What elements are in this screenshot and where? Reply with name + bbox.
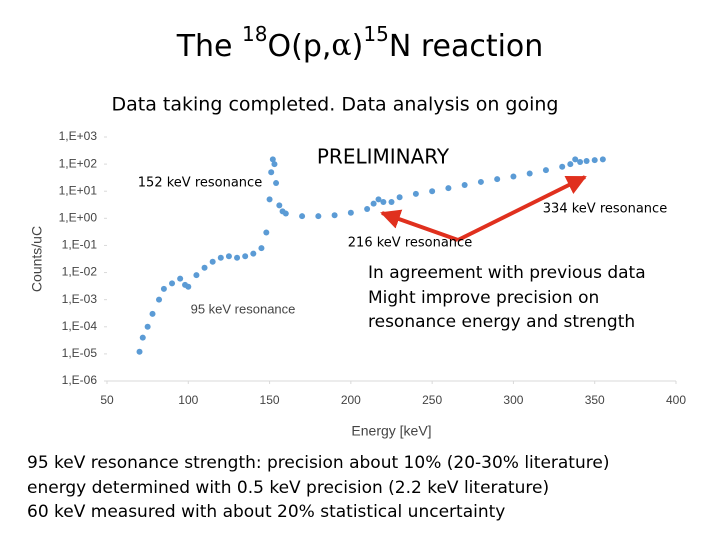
- slide-title: The 18O(p,α)15N reaction: [176, 22, 544, 64]
- point: [396, 194, 403, 201]
- point: [388, 199, 395, 206]
- point: [225, 253, 232, 260]
- point: [429, 188, 436, 195]
- point: [185, 283, 192, 290]
- x-axis-label: Energy [keV]: [351, 423, 431, 439]
- point: [572, 156, 579, 163]
- point: [263, 229, 270, 236]
- point: [136, 348, 143, 355]
- point: [139, 334, 146, 341]
- x-tick-label: 150: [260, 393, 280, 407]
- point: [250, 250, 257, 257]
- point: [160, 285, 167, 292]
- note: resonance energy and strength: [368, 312, 635, 332]
- point: [169, 280, 176, 287]
- x-tick-label: 50: [100, 393, 114, 407]
- bullet: energy determined with 0.5 keV precision…: [27, 478, 549, 498]
- annotation: 334 keV resonance: [543, 202, 667, 217]
- point: [347, 209, 354, 216]
- arrow: [457, 175, 587, 242]
- point: [559, 163, 566, 170]
- point: [209, 258, 216, 265]
- point: [494, 176, 501, 183]
- point: [412, 190, 419, 197]
- arrow: [380, 209, 459, 242]
- bullet: 95 keV resonance strength: precision abo…: [27, 453, 609, 473]
- point: [380, 199, 387, 206]
- annotation: 216 keV resonance: [348, 236, 472, 251]
- y-tick-label: 1,E+02: [59, 156, 98, 170]
- x-tick-label: 250: [422, 393, 442, 407]
- point: [583, 158, 590, 165]
- point: [217, 254, 224, 261]
- x-tick-label: 400: [666, 393, 686, 407]
- point: [268, 169, 275, 176]
- y-tick-label: 1,E+00: [59, 211, 98, 225]
- point: [299, 213, 306, 220]
- point: [242, 253, 249, 260]
- bullet: 60 keV measured with about 20% statistic…: [27, 502, 505, 522]
- annotation: PRELIMINARY: [317, 145, 450, 169]
- y-tick-label: 1,E-03: [62, 292, 98, 306]
- x-tick-label: 100: [178, 393, 198, 407]
- x-tick-label: 350: [585, 393, 605, 407]
- x-tick-label: 200: [341, 393, 361, 407]
- point: [375, 196, 382, 203]
- point: [510, 173, 517, 180]
- point: [149, 310, 156, 317]
- point: [477, 178, 484, 185]
- point: [370, 200, 377, 207]
- point: [271, 161, 278, 168]
- point: [282, 210, 289, 217]
- y-tick-label: 1,E+03: [59, 129, 98, 143]
- y-tick-label: 1,E+01: [59, 183, 98, 197]
- y-tick-label: 1,E-05: [62, 346, 98, 360]
- y-tick-label: 1,E-04: [62, 319, 98, 333]
- y-tick-label: 1,E-01: [62, 238, 98, 252]
- note: In agreement with previous data: [368, 263, 646, 283]
- point: [193, 272, 200, 279]
- point: [567, 161, 574, 168]
- point: [461, 181, 468, 188]
- annotation: 152 keV resonance: [138, 176, 262, 191]
- point: [156, 296, 163, 303]
- point: [144, 323, 151, 330]
- point: [266, 196, 273, 203]
- point: [234, 254, 241, 261]
- subtitle: Data taking completed. Data analysis on …: [112, 94, 559, 116]
- y-axis-label: Counts/uC: [29, 226, 45, 292]
- y-tick-label: 1,E-06: [62, 373, 98, 387]
- point: [269, 156, 276, 163]
- point: [177, 275, 184, 282]
- x-tick-label: 300: [503, 393, 523, 407]
- point: [201, 264, 208, 271]
- point: [542, 167, 549, 174]
- y-tick-label: 1,E-02: [62, 265, 98, 279]
- point: [273, 180, 280, 187]
- point: [591, 157, 598, 164]
- point: [599, 156, 606, 163]
- point: [364, 206, 371, 213]
- point: [315, 213, 322, 220]
- point: [577, 158, 584, 165]
- point: [331, 212, 338, 219]
- point: [526, 170, 533, 177]
- annotation: 95 keV resonance: [191, 301, 296, 316]
- point: [445, 185, 452, 192]
- point: [258, 245, 265, 252]
- note: Might improve precision on: [368, 288, 599, 308]
- point: [276, 202, 283, 209]
